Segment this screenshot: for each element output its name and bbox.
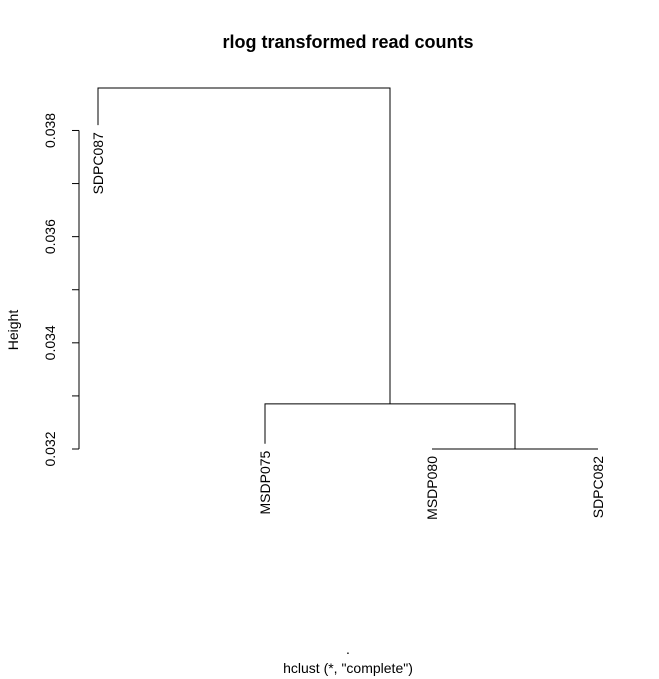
dendrogram-links bbox=[97, 87, 598, 450]
leaf-label: SDPC087 bbox=[90, 132, 106, 194]
dendrogram-link bbox=[264, 403, 516, 449]
x-axis-label: . bbox=[346, 641, 350, 657]
dendrogram-link bbox=[97, 87, 391, 404]
y-tick-label: 0.034 bbox=[42, 325, 58, 360]
y-tick-label: 0.032 bbox=[42, 431, 58, 466]
leaf-label: SDPC082 bbox=[590, 456, 606, 518]
y-tick-label: 0.036 bbox=[42, 219, 58, 254]
y-tick-label: 0.038 bbox=[42, 113, 58, 148]
leaf-label: MSDP075 bbox=[257, 450, 273, 514]
leaf-label: MSDP080 bbox=[424, 456, 440, 520]
y-axis-label: Height bbox=[5, 310, 21, 351]
y-axis: 0.032 0.034 0.036 0.038 bbox=[42, 113, 80, 467]
chart-title: rlog transformed read counts bbox=[222, 32, 473, 52]
leaf-labels: SDPC087 MSDP075 MSDP080 SDPC082 bbox=[90, 132, 606, 520]
hclust-sublabel: hclust (*, "complete") bbox=[283, 660, 413, 676]
